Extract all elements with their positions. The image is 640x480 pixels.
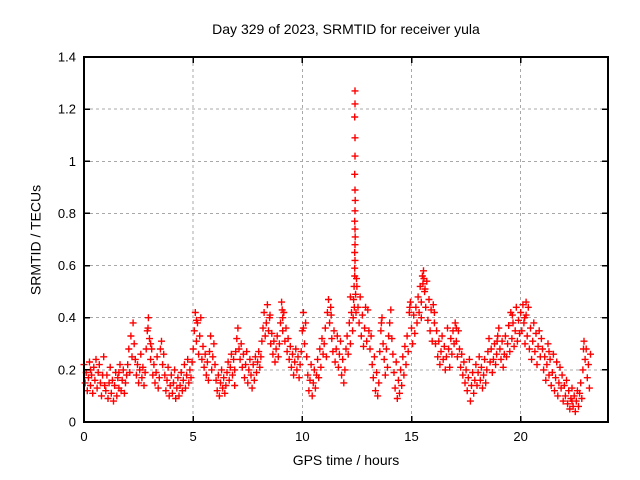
y-tick-label: 0 — [69, 415, 76, 430]
y-tick-label: 1.4 — [58, 50, 76, 65]
chart-title: Day 329 of 2023, SRMTID for receiver yul… — [212, 21, 480, 37]
y-tick-label: 0.4 — [58, 310, 76, 325]
x-tick-label: 15 — [404, 429, 418, 444]
x-axis-label: GPS time / hours — [292, 452, 400, 468]
y-tick-label: 1 — [69, 154, 76, 169]
y-tick-label: 0.8 — [58, 206, 76, 221]
plot-border — [83, 56, 609, 423]
y-tick-label: 0.2 — [58, 362, 76, 377]
y-tick-label: 1.2 — [58, 102, 76, 117]
x-tick-label: 20 — [513, 429, 527, 444]
y-tick-label: 0.6 — [58, 258, 76, 273]
x-tick-label: 0 — [80, 429, 87, 444]
x-tick-label: 10 — [295, 429, 309, 444]
data-point-markers — [80, 87, 594, 416]
x-tick-label: 5 — [190, 429, 197, 444]
